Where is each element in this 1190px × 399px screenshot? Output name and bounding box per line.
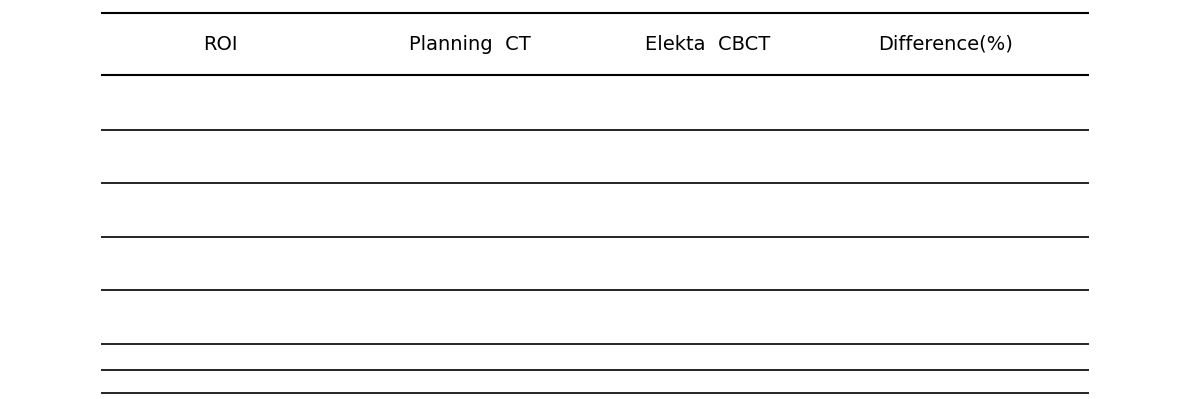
Text: Planning  CT: Planning CT [409, 34, 531, 53]
Text: ROI: ROI [203, 34, 237, 53]
Text: Elekta  CBCT: Elekta CBCT [645, 34, 771, 53]
Text: Difference(%): Difference(%) [878, 34, 1014, 53]
